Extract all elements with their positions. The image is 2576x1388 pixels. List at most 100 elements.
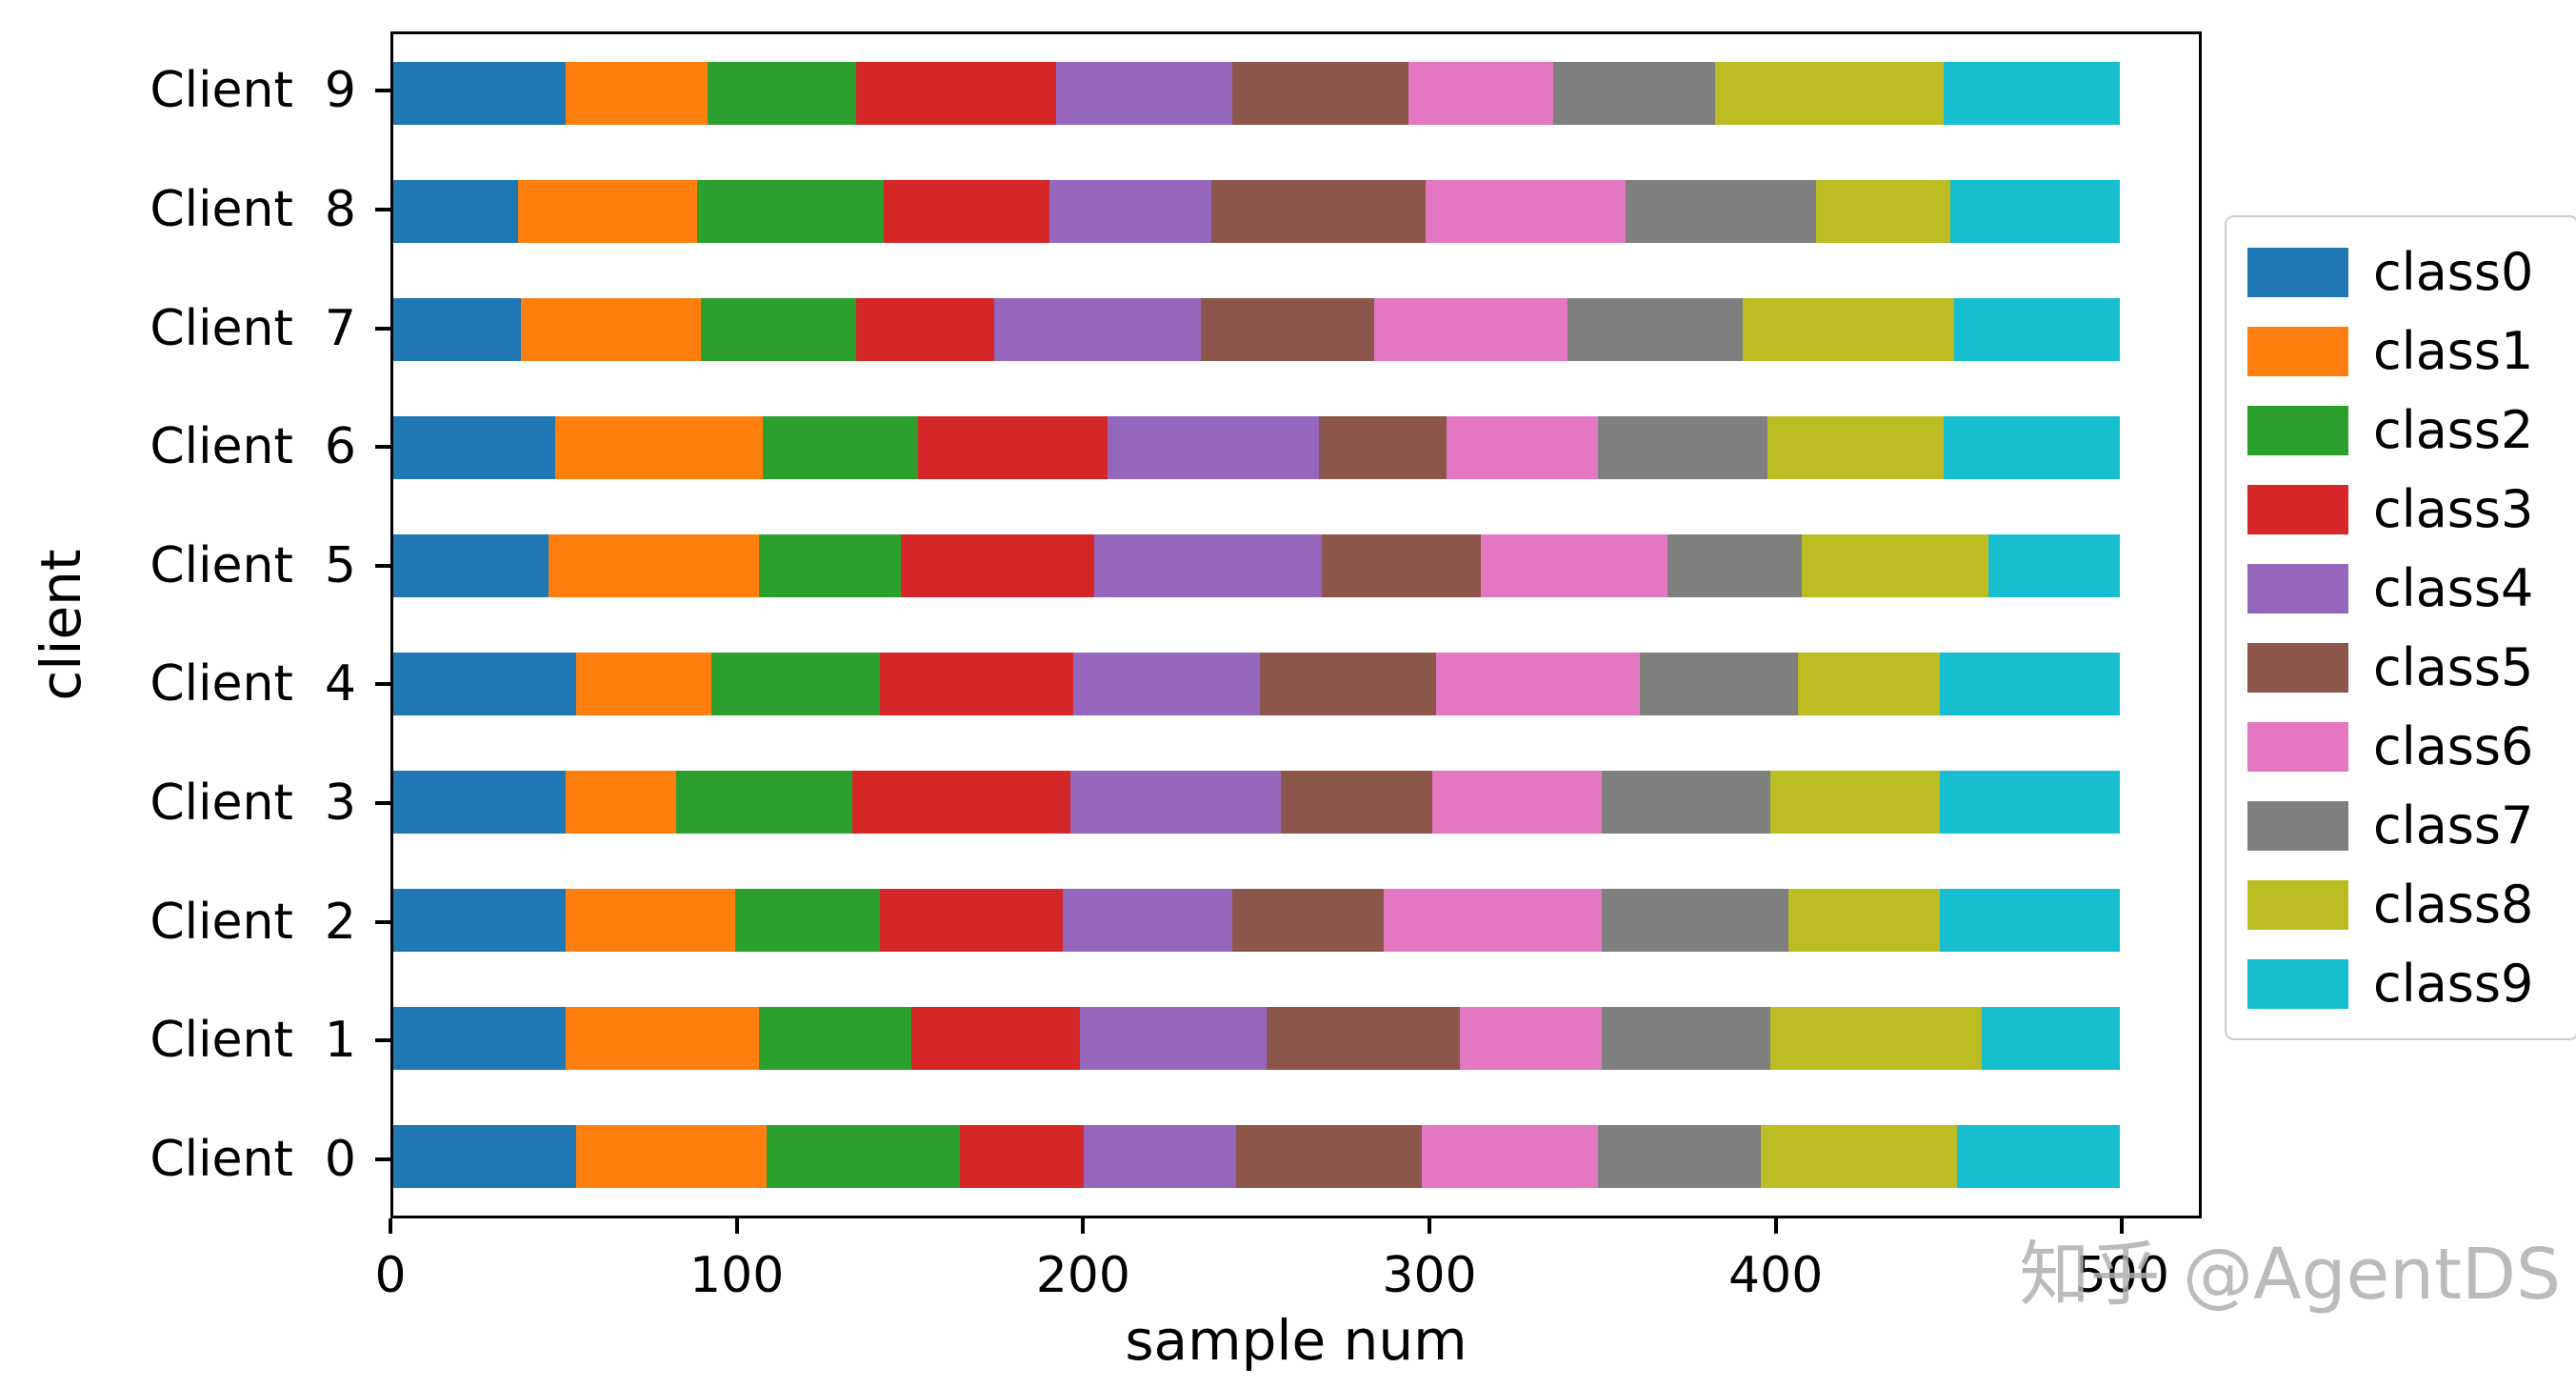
- legend-item-class6: class6: [2227, 707, 2576, 786]
- y-tick-mark: [375, 1038, 390, 1043]
- bar-segment-class7: [1598, 1125, 1761, 1188]
- x-tick-label-100: 100: [689, 1247, 785, 1304]
- bar-segment-class5: [1318, 416, 1447, 479]
- y-axis: Client 9 Client 8 Client 7 Client 6 Client 5…: [0, 31, 390, 1218]
- y-tick-label-client-1: Client 1: [150, 1012, 356, 1070]
- plot-area: [390, 31, 2202, 1218]
- bar-segment-class2: [766, 1125, 960, 1188]
- bar-segment-class5: [1267, 1007, 1461, 1070]
- bar-segment-class9: [1953, 298, 2120, 361]
- bar-segment-class5: [1259, 653, 1436, 715]
- bar-segment-class6: [1422, 1125, 1599, 1188]
- y-tick-label-client-3: Client 3: [150, 774, 356, 832]
- legend-swatch-class4: [2247, 563, 2348, 614]
- bar-segment-class2: [759, 1007, 911, 1070]
- bar-segment-class0: [393, 1007, 567, 1070]
- watermark: 知乎 @AgentDS: [2019, 1234, 2561, 1316]
- legend-item-class8: class8: [2227, 865, 2576, 944]
- legend-item-class0: class0: [2227, 232, 2576, 312]
- bar-segment-class4: [1056, 62, 1232, 125]
- y-tick-label-client-0: Client 0: [150, 1130, 356, 1188]
- bar-segment-class1: [517, 180, 697, 243]
- bar-segment-class8: [1770, 1007, 1982, 1070]
- bar-segment-class6: [1480, 534, 1667, 597]
- bar-segment-class6: [1373, 298, 1568, 361]
- bar-segment-class7: [1667, 534, 1803, 597]
- y-tick-mark: [375, 563, 390, 568]
- bar-segment-class1: [566, 889, 735, 952]
- y-tick-label-client-5: Client 5: [150, 536, 356, 594]
- bar-segment-class7: [1601, 1007, 1771, 1070]
- bar-segment-class9: [1949, 180, 2120, 243]
- legend-swatch-class3: [2247, 484, 2348, 534]
- bar-segment-class2: [762, 416, 919, 479]
- y-tick-mark: [375, 207, 390, 211]
- bar-segment-class1: [576, 653, 711, 715]
- bar-segment-class1: [521, 298, 701, 361]
- legend-label-class2: class2: [2373, 399, 2534, 460]
- bar-segment-class2: [759, 534, 901, 597]
- legend-swatch-class8: [2247, 879, 2348, 930]
- bar-segment-class4: [1084, 1125, 1236, 1188]
- bar-segment-class7: [1567, 298, 1744, 361]
- y-tick-mark: [375, 326, 390, 331]
- x-tick-mark: [2120, 1218, 2125, 1234]
- x-tick-label-0: 0: [374, 1247, 407, 1304]
- legend-label-class4: class4: [2373, 557, 2534, 618]
- bar-segment-class8: [1802, 534, 1988, 597]
- bar-segment-class4: [1108, 416, 1319, 479]
- legend-item-class4: class4: [2227, 549, 2576, 628]
- x-tick-mark: [734, 1218, 739, 1234]
- bar-segment-class4: [1048, 180, 1212, 243]
- bar-segment-class9: [1943, 62, 2120, 125]
- bar-segment-class3: [883, 180, 1049, 243]
- bar-segment-class4: [1080, 1007, 1268, 1070]
- bar-segment-class0: [393, 534, 549, 597]
- bar-segment-class9: [1981, 1007, 2120, 1070]
- x-tick-label-500: 500: [2074, 1247, 2169, 1304]
- bar-row-client-3: [393, 743, 2199, 861]
- x-tick-mark: [1428, 1218, 1431, 1234]
- bar-segment-class5: [1231, 889, 1385, 952]
- legend-swatch-class1: [2247, 326, 2348, 376]
- bar-segment-class9: [1940, 653, 2120, 715]
- bar-segment-class3: [910, 1007, 1081, 1070]
- bar-segment-class0: [393, 180, 518, 243]
- bar-segment-class5: [1280, 771, 1433, 834]
- y-tick-label-client-2: Client 2: [150, 893, 356, 951]
- bar-segment-class7: [1626, 180, 1816, 243]
- bar-segment-class9: [1987, 534, 2120, 597]
- legend-item-class3: class3: [2227, 470, 2576, 549]
- bar-segment-class3: [959, 1125, 1085, 1188]
- bar-row-client-2: [393, 861, 2199, 979]
- bar-row-client-8: [393, 152, 2199, 271]
- bar-segment-class5: [1201, 298, 1374, 361]
- bar-segment-class7: [1639, 653, 1799, 715]
- bar-segment-class3: [918, 416, 1108, 479]
- bar-segment-class6: [1446, 416, 1599, 479]
- bar-segment-class0: [393, 771, 567, 834]
- x-axis-label: sample num: [1125, 1308, 1468, 1373]
- bar-row-client-1: [393, 979, 2199, 1097]
- bar-row-client-5: [393, 507, 2199, 625]
- legend-swatch-class6: [2247, 721, 2348, 772]
- legend-item-class2: class2: [2227, 391, 2576, 470]
- legend-label-class8: class8: [2373, 874, 2534, 935]
- y-tick-mark: [375, 1157, 390, 1161]
- bar-segment-class0: [393, 1125, 577, 1188]
- bar-segment-class3: [880, 653, 1074, 715]
- bar-segment-class8: [1770, 771, 1941, 834]
- bar-segment-class0: [393, 889, 567, 952]
- x-tick-label-400: 400: [1728, 1247, 1824, 1304]
- legend-label-class7: class7: [2373, 795, 2534, 855]
- bar-segment-class3: [880, 889, 1064, 952]
- bar-segment-class6: [1432, 771, 1602, 834]
- bar-segment-class4: [1093, 534, 1323, 597]
- bar-segment-class2: [676, 771, 853, 834]
- bar-segment-class0: [393, 416, 556, 479]
- legend-label-class5: class5: [2373, 636, 2534, 697]
- bar-segment-class8: [1815, 180, 1950, 243]
- bar-segment-class1: [566, 771, 677, 834]
- y-tick-mark: [375, 89, 390, 93]
